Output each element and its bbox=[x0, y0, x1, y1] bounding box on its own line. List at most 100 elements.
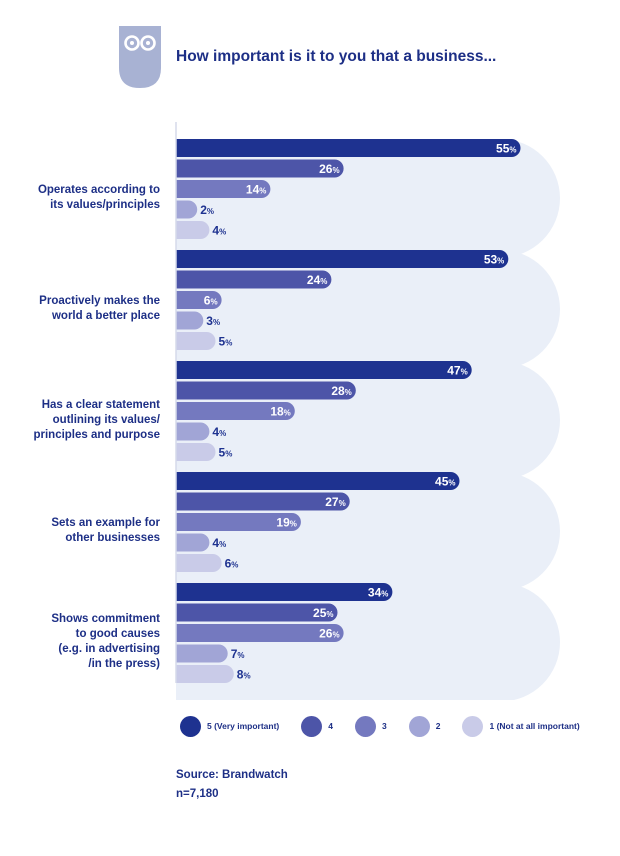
data-label-unit: % bbox=[259, 187, 266, 196]
data-label-unit: % bbox=[210, 298, 217, 307]
bar-edge bbox=[176, 159, 185, 178]
bar-edge bbox=[176, 332, 185, 350]
data-label: 14% bbox=[246, 183, 266, 197]
bar bbox=[176, 291, 222, 309]
data-label-unit: % bbox=[290, 520, 297, 529]
data-label-value: 19 bbox=[276, 516, 290, 530]
bar-group: 3% bbox=[176, 311, 220, 330]
category-label-line: Operates according to bbox=[37, 184, 160, 197]
data-label-unit: % bbox=[219, 429, 226, 438]
data-label-value: 6 bbox=[225, 557, 232, 571]
bar bbox=[176, 159, 344, 178]
data-label-value: 25 bbox=[313, 606, 327, 620]
bar-group: 8% bbox=[176, 665, 251, 683]
bar bbox=[176, 332, 216, 350]
data-label: 6% bbox=[204, 294, 218, 308]
data-label: 53% bbox=[484, 253, 504, 267]
bar-edge bbox=[176, 200, 185, 219]
bar bbox=[176, 250, 509, 268]
data-label: 4% bbox=[212, 425, 226, 439]
legend-swatch bbox=[301, 715, 323, 737]
bar-edge bbox=[176, 139, 185, 157]
data-label-value: 53 bbox=[484, 253, 498, 267]
data-label: 4% bbox=[212, 536, 226, 550]
category-label: Sets an example for other businesses bbox=[0, 516, 160, 546]
data-label: 6% bbox=[225, 557, 239, 571]
bar-group: 24% bbox=[176, 270, 332, 289]
bar bbox=[176, 472, 460, 490]
data-label-value: 34 bbox=[368, 586, 382, 600]
data-label-value: 24 bbox=[307, 273, 321, 287]
data-label-unit: % bbox=[237, 651, 244, 660]
bar-edge bbox=[176, 665, 185, 683]
bar-edge bbox=[176, 472, 185, 490]
bar-edge bbox=[176, 583, 185, 601]
data-label: 8% bbox=[237, 668, 251, 682]
bar-group: 6% bbox=[176, 554, 238, 572]
data-label: 47% bbox=[447, 364, 467, 378]
data-label-value: 27 bbox=[325, 495, 339, 509]
data-label: 25% bbox=[313, 606, 333, 620]
bar-group: 2% bbox=[176, 200, 214, 219]
bar-group: 18% bbox=[176, 402, 295, 420]
category-label-line: to good causes bbox=[75, 628, 160, 641]
data-label-value: 28 bbox=[331, 384, 345, 398]
legend-swatch bbox=[355, 715, 377, 737]
category-label-line: its values/principles bbox=[50, 199, 160, 212]
data-label-unit: % bbox=[332, 631, 339, 640]
data-label-value: 4 bbox=[212, 224, 219, 238]
data-label: 2% bbox=[200, 203, 214, 217]
legend-item: 3 bbox=[355, 715, 387, 737]
data-label-unit: % bbox=[461, 368, 468, 377]
data-label: 5% bbox=[219, 335, 233, 349]
bar-edge bbox=[176, 603, 185, 622]
legend-label: 2 bbox=[435, 721, 441, 731]
legend-label: 3 bbox=[382, 721, 387, 731]
bar bbox=[176, 402, 295, 420]
bar-group: 25% bbox=[176, 603, 338, 622]
chart-title: How important is it to you that a busine… bbox=[176, 48, 497, 65]
legend-swatch bbox=[408, 715, 430, 737]
bar bbox=[176, 492, 350, 511]
bar bbox=[176, 665, 234, 683]
bar-edge bbox=[176, 554, 185, 572]
bar-edge bbox=[176, 492, 185, 511]
bar-group: 5% bbox=[176, 443, 232, 461]
data-label: 7% bbox=[231, 647, 245, 661]
bar bbox=[176, 443, 216, 461]
bar-edge bbox=[176, 250, 185, 268]
bar bbox=[176, 583, 393, 601]
data-label: 26% bbox=[319, 627, 339, 641]
bar-edge bbox=[176, 644, 185, 663]
category-label-line: world a better place bbox=[51, 310, 160, 323]
category-label: Proactively makes the world a better plac… bbox=[0, 294, 160, 324]
data-label-unit: % bbox=[219, 540, 226, 549]
data-label: 3% bbox=[206, 314, 220, 328]
bar-chart: 55%26%14%2%4%53%24%6%3%5%47%28%18%4%5%45… bbox=[175, 122, 560, 700]
data-label-unit: % bbox=[345, 388, 352, 397]
data-label-unit: % bbox=[225, 339, 232, 348]
bar-group: 55% bbox=[176, 139, 521, 157]
data-label-value: 7 bbox=[231, 647, 238, 661]
data-label: 27% bbox=[325, 495, 345, 509]
data-label-unit: % bbox=[231, 561, 238, 570]
data-label-unit: % bbox=[219, 228, 226, 237]
legend-item: 2 bbox=[408, 715, 441, 737]
bar bbox=[176, 361, 472, 379]
data-label: 19% bbox=[276, 516, 296, 530]
bar-group: 4% bbox=[176, 422, 226, 441]
category-label-line: Sets an example for bbox=[51, 517, 160, 530]
data-label: 18% bbox=[270, 405, 290, 419]
bar-group: 14% bbox=[176, 180, 271, 198]
bar bbox=[176, 381, 356, 400]
bar bbox=[176, 270, 332, 289]
data-label-unit: % bbox=[213, 318, 220, 327]
bar bbox=[176, 603, 338, 622]
bar-group: 4% bbox=[176, 533, 226, 552]
bar-edge bbox=[176, 221, 185, 239]
bar-edge bbox=[176, 381, 185, 400]
bar-edge bbox=[176, 180, 185, 198]
bar-edge bbox=[176, 270, 185, 289]
bar-edge bbox=[176, 361, 185, 379]
legend: 5 (Very important) 4 3 2 1 (Not at all impor… bbox=[180, 714, 602, 738]
